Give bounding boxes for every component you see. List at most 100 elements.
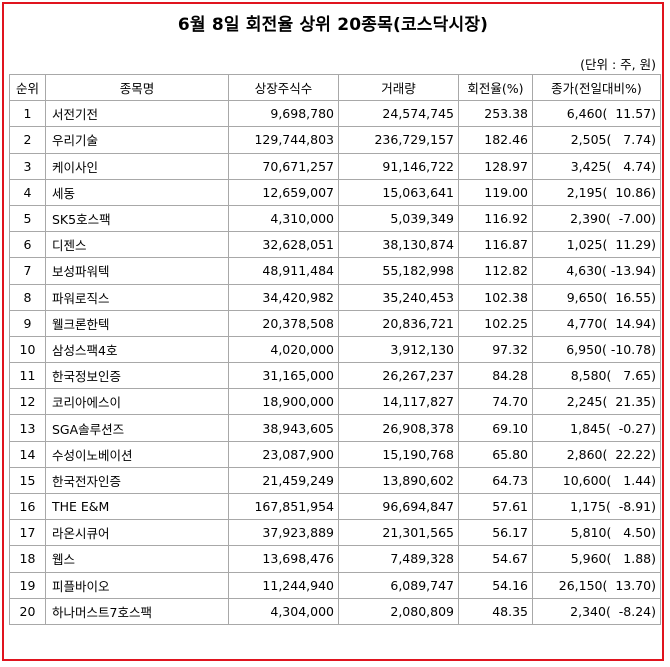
rank-cell: 1 (9, 100, 46, 128)
page-title: 6월 8일 회전율 상위 20종목(코스닥시장) (177, 15, 489, 35)
name-cell: 삼성스팩4호 (45, 335, 229, 364)
turnover-cell: 97.32 (458, 335, 533, 364)
close-cell: 9,650( 16.55) (532, 283, 661, 311)
listed-shares-cell: 31,165,000 (228, 362, 339, 390)
volume-cell: 236,729,157 (338, 126, 459, 154)
table-row: 11 한국정보인증 31,165,000 26,267,237 84.28 8,580( … (9, 362, 661, 390)
name-cell: 보성파워텍 (45, 257, 229, 285)
close-cell: 10,600( 1.44) (532, 466, 661, 495)
listed-shares-cell: 23,087,900 (228, 440, 339, 468)
table-row: 6 디젠스 32,628,051 38,130,874 116.87 1,025( 11.… (9, 231, 661, 259)
close-cell: 6,950( -10.78) (532, 335, 661, 364)
turnover-cell: 253.38 (458, 100, 533, 128)
name-cell: 디젠스 (45, 231, 229, 259)
volume-cell: 13,890,602 (338, 466, 459, 495)
close-cell: 1,845( -0.27) (532, 414, 661, 442)
rank-cell: 5 (9, 204, 46, 233)
turnover-cell: 128.97 (458, 152, 533, 180)
table-header-row: 순위 종목명 상장주식수 거래량 회전율(%) 종가(전일대비%) (9, 73, 661, 102)
turnover-cell: 74.70 (458, 388, 533, 416)
close-cell: 1,175( -8.91) (532, 492, 661, 521)
table-row: 18 웹스 13,698,476 7,489,328 54.67 5,960( 1.88) (9, 545, 661, 573)
name-cell: 한국정보인증 (45, 362, 229, 390)
turnover-cell: 48.35 (458, 597, 533, 625)
volume-cell: 14,117,827 (338, 388, 459, 416)
table-row: 20 하나머스트7호스팩 4,304,000 2,080,809 48.35 2,340(… (9, 597, 661, 625)
listed-shares-cell: 34,420,982 (228, 283, 339, 311)
listed-shares-cell: 70,671,257 (228, 152, 339, 180)
table-row: 9 웰크론한텍 20,378,508 20,836,721 102.25 4,770( 1… (9, 309, 661, 337)
table-row: 13 SGA솔루션즈 38,943,605 26,908,378 69.10 1,845(… (9, 414, 661, 442)
table-row: 10 삼성스팩4호 4,020,000 3,912,130 97.32 6,950( -1… (9, 335, 661, 364)
header-name: 종목명 (45, 73, 229, 102)
close-cell: 6,460( 11.57) (532, 100, 661, 128)
turnover-cell: 84.28 (458, 362, 533, 390)
turnover-cell: 57.61 (458, 492, 533, 521)
name-cell: THE E&M (45, 492, 229, 521)
rank-cell: 7 (9, 257, 46, 285)
close-cell: 2,505( 7.74) (532, 126, 661, 154)
table-row: 12 코리아에스이 18,900,000 14,117,827 74.70 2,245( … (9, 388, 661, 416)
rank-cell: 16 (9, 492, 46, 521)
listed-shares-cell: 129,744,803 (228, 126, 339, 154)
name-cell: 웰크론한텍 (45, 309, 229, 337)
table-row: 5 SK5호스팩 4,310,000 5,039,349 116.92 2,390( -7… (9, 204, 661, 233)
close-cell: 5,810( 4.50) (532, 519, 661, 547)
rank-cell: 2 (9, 126, 46, 154)
close-cell: 2,195( 10.86) (532, 178, 661, 206)
rank-cell: 14 (9, 440, 46, 468)
volume-cell: 26,267,237 (338, 362, 459, 390)
turnover-cell: 65.80 (458, 440, 533, 468)
close-cell: 4,770( 14.94) (532, 309, 661, 337)
table-row: 2 우리기술 129,744,803 236,729,157 182.46 2,505( … (9, 126, 661, 154)
rank-cell: 13 (9, 414, 46, 442)
close-cell: 1,025( 11.29) (532, 231, 661, 259)
header-rank: 순위 (9, 73, 46, 102)
turnover-cell: 116.92 (458, 204, 533, 233)
table-row: 3 케이사인 70,671,257 91,146,722 128.97 3,425( 4.… (9, 152, 661, 180)
table-row: 16 THE E&M 167,851,954 96,694,847 57.61 1,175… (9, 492, 661, 521)
table-row: 8 파워로직스 34,420,982 35,240,453 102.38 9,650( 1… (9, 283, 661, 311)
close-cell: 5,960( 1.88) (532, 545, 661, 573)
name-cell: 라온시큐어 (45, 519, 229, 547)
turnover-cell: 64.73 (458, 466, 533, 495)
header-volume: 거래량 (338, 73, 459, 102)
volume-cell: 21,301,565 (338, 519, 459, 547)
volume-cell: 5,039,349 (338, 204, 459, 233)
close-cell: 8,580( 7.65) (532, 362, 661, 390)
table-row: 19 피플바이오 11,244,940 6,089,747 54.16 26,150( 1… (9, 571, 661, 599)
listed-shares-cell: 4,020,000 (228, 335, 339, 364)
rank-cell: 17 (9, 519, 46, 547)
rank-cell: 11 (9, 362, 46, 390)
listed-shares-cell: 48,911,484 (228, 257, 339, 285)
rank-cell: 9 (9, 309, 46, 337)
turnover-table: 순위 종목명 상장주식수 거래량 회전율(%) 종가(전일대비%) 1 서전기전 9… (9, 73, 661, 625)
listed-shares-cell: 21,459,249 (228, 466, 339, 495)
volume-cell: 38,130,874 (338, 231, 459, 259)
unit-note: (단위 : 주, 원) (580, 57, 656, 72)
rank-cell: 18 (9, 545, 46, 573)
listed-shares-cell: 11,244,940 (228, 571, 339, 599)
turnover-cell: 54.16 (458, 571, 533, 599)
close-cell: 2,390( -7.00) (532, 204, 661, 233)
listed-shares-cell: 37,923,889 (228, 519, 339, 547)
volume-cell: 55,182,998 (338, 257, 459, 285)
close-cell: 26,150( 13.70) (532, 571, 661, 599)
rank-cell: 15 (9, 466, 46, 495)
volume-cell: 35,240,453 (338, 283, 459, 311)
listed-shares-cell: 9,698,780 (228, 100, 339, 128)
close-cell: 2,245( 21.35) (532, 388, 661, 416)
rank-cell: 19 (9, 571, 46, 599)
rank-cell: 20 (9, 597, 46, 625)
volume-cell: 3,912,130 (338, 335, 459, 364)
close-cell: 4,630( -13.94) (532, 257, 661, 285)
turnover-cell: 69.10 (458, 414, 533, 442)
close-cell: 3,425( 4.74) (532, 152, 661, 180)
turnover-cell: 102.25 (458, 309, 533, 337)
name-cell: 피플바이오 (45, 571, 229, 599)
table-row: 14 수성이노베이션 23,087,900 15,190,768 65.80 2,860(… (9, 440, 661, 468)
turnover-cell: 182.46 (458, 126, 533, 154)
name-cell: 코리아에스이 (45, 388, 229, 416)
name-cell: 수성이노베이션 (45, 440, 229, 468)
volume-cell: 24,574,745 (338, 100, 459, 128)
